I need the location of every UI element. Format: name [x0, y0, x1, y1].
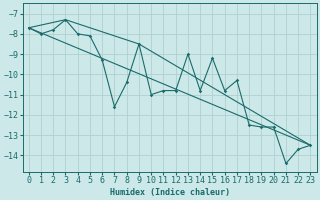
X-axis label: Humidex (Indice chaleur): Humidex (Indice chaleur) — [109, 188, 229, 197]
